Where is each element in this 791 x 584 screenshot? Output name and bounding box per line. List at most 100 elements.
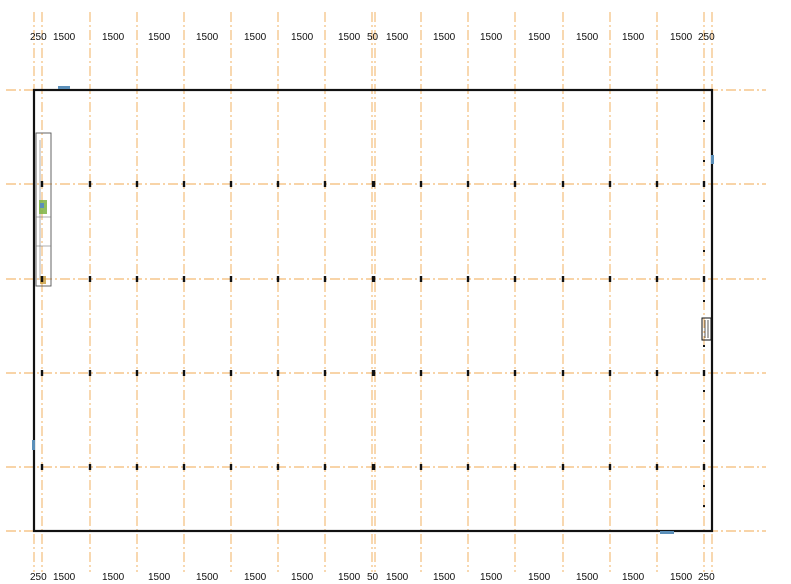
column-mark — [41, 370, 43, 376]
top-dimension-label: 50 — [367, 32, 379, 43]
wall-dot — [703, 440, 705, 442]
bottom-dimension-label: 1500 — [196, 572, 219, 583]
column-mark — [562, 181, 564, 187]
column-mark — [230, 181, 232, 187]
column-mark — [514, 276, 516, 282]
column-mark — [183, 370, 185, 376]
left-room-block — [36, 133, 51, 286]
column-mark — [514, 464, 516, 470]
bottom-dimension-label: 1500 — [670, 572, 693, 583]
column-mark — [277, 464, 279, 470]
column-mark — [420, 276, 422, 282]
column-mark — [703, 181, 705, 187]
bottom-dimension-label: 1500 — [386, 572, 409, 583]
column-mark — [656, 464, 658, 470]
top-dimension-label: 1500 — [244, 32, 267, 43]
column-mark — [41, 276, 43, 282]
top-dimension-label: 1500 — [528, 32, 551, 43]
column-mark — [703, 464, 705, 470]
column-mark — [562, 276, 564, 282]
top-dimension-label: 1500 — [291, 32, 314, 43]
column-mark — [41, 181, 43, 187]
column-mark — [277, 276, 279, 282]
column-mark — [277, 370, 279, 376]
wall-dot — [703, 120, 705, 122]
bottom-dimension-label: 250 — [698, 572, 715, 583]
right-panel-box — [702, 318, 711, 340]
structural-columns — [41, 120, 705, 507]
column-mark — [89, 464, 91, 470]
top-dimension-label: 1500 — [53, 32, 76, 43]
top-dimension-label: 1500 — [480, 32, 503, 43]
column-mark — [277, 181, 279, 187]
column-mark — [467, 464, 469, 470]
column-mark — [514, 181, 516, 187]
wall-dot — [703, 250, 705, 252]
bottom-dimension-label: 1500 — [338, 572, 361, 583]
column-mark — [183, 181, 185, 187]
column-mark — [183, 276, 185, 282]
wall-dot — [703, 300, 705, 302]
column-mark — [136, 276, 138, 282]
top-dimension-label: 1500 — [102, 32, 125, 43]
wall-accent-left — [32, 440, 35, 450]
wall-dot — [703, 505, 705, 507]
column-mark — [324, 370, 326, 376]
column-mark — [562, 370, 564, 376]
bottom-dimension-label: 1500 — [480, 572, 503, 583]
blue-fixture — [40, 203, 44, 208]
column-mark — [89, 181, 91, 187]
column-mark — [467, 276, 469, 282]
wall-dot — [703, 160, 705, 162]
top-dimension-row: 250 1500 1500 1500 1500 1500 1500 1500 5… — [30, 32, 715, 43]
top-dimension-label: 1500 — [576, 32, 599, 43]
column-mark — [136, 181, 138, 187]
wall-accent-right — [711, 155, 714, 164]
column-mark — [324, 464, 326, 470]
column-mark — [420, 464, 422, 470]
column-mark — [656, 276, 658, 282]
top-dimension-label: 1500 — [386, 32, 409, 43]
bottom-dimension-label: 1500 — [291, 572, 314, 583]
column-mark — [136, 464, 138, 470]
column-mark — [609, 276, 611, 282]
bottom-dimension-label: 1500 — [528, 572, 551, 583]
column-mark — [183, 464, 185, 470]
top-dimension-label: 1500 — [622, 32, 645, 43]
column-mark — [609, 370, 611, 376]
top-dimension-label: 1500 — [670, 32, 693, 43]
wall-dot — [703, 485, 705, 487]
top-dimension-label: 250 — [698, 32, 715, 43]
bottom-dimension-label: 1500 — [53, 572, 76, 583]
top-dimension-label: 1500 — [196, 32, 219, 43]
column-mark — [420, 370, 422, 376]
column-mark — [372, 370, 376, 376]
bottom-dimension-label: 1500 — [244, 572, 267, 583]
column-mark — [656, 181, 658, 187]
column-mark — [467, 370, 469, 376]
bottom-dimension-label: 1500 — [622, 572, 645, 583]
column-mark — [372, 276, 376, 282]
column-mark — [372, 464, 376, 470]
bottom-dimension-row: 250 1500 1500 1500 1500 1500 1500 1500 5… — [30, 572, 715, 583]
grid-axis-lines — [6, 12, 766, 572]
column-mark — [703, 276, 705, 282]
column-mark — [656, 370, 658, 376]
column-mark — [230, 276, 232, 282]
bottom-dimension-label: 50 — [367, 572, 379, 583]
wall-accent-top — [58, 86, 70, 89]
wall-accent-bottom — [660, 531, 674, 534]
column-mark — [230, 464, 232, 470]
wall-dot — [703, 390, 705, 392]
wall-dot — [703, 420, 705, 422]
column-mark — [89, 276, 91, 282]
column-mark — [89, 370, 91, 376]
wall-dot — [703, 345, 705, 347]
column-mark — [324, 181, 326, 187]
column-mark — [609, 464, 611, 470]
column-mark — [230, 370, 232, 376]
bottom-dimension-label: 1500 — [433, 572, 456, 583]
bottom-dimension-label: 1500 — [102, 572, 125, 583]
column-mark — [372, 181, 376, 187]
